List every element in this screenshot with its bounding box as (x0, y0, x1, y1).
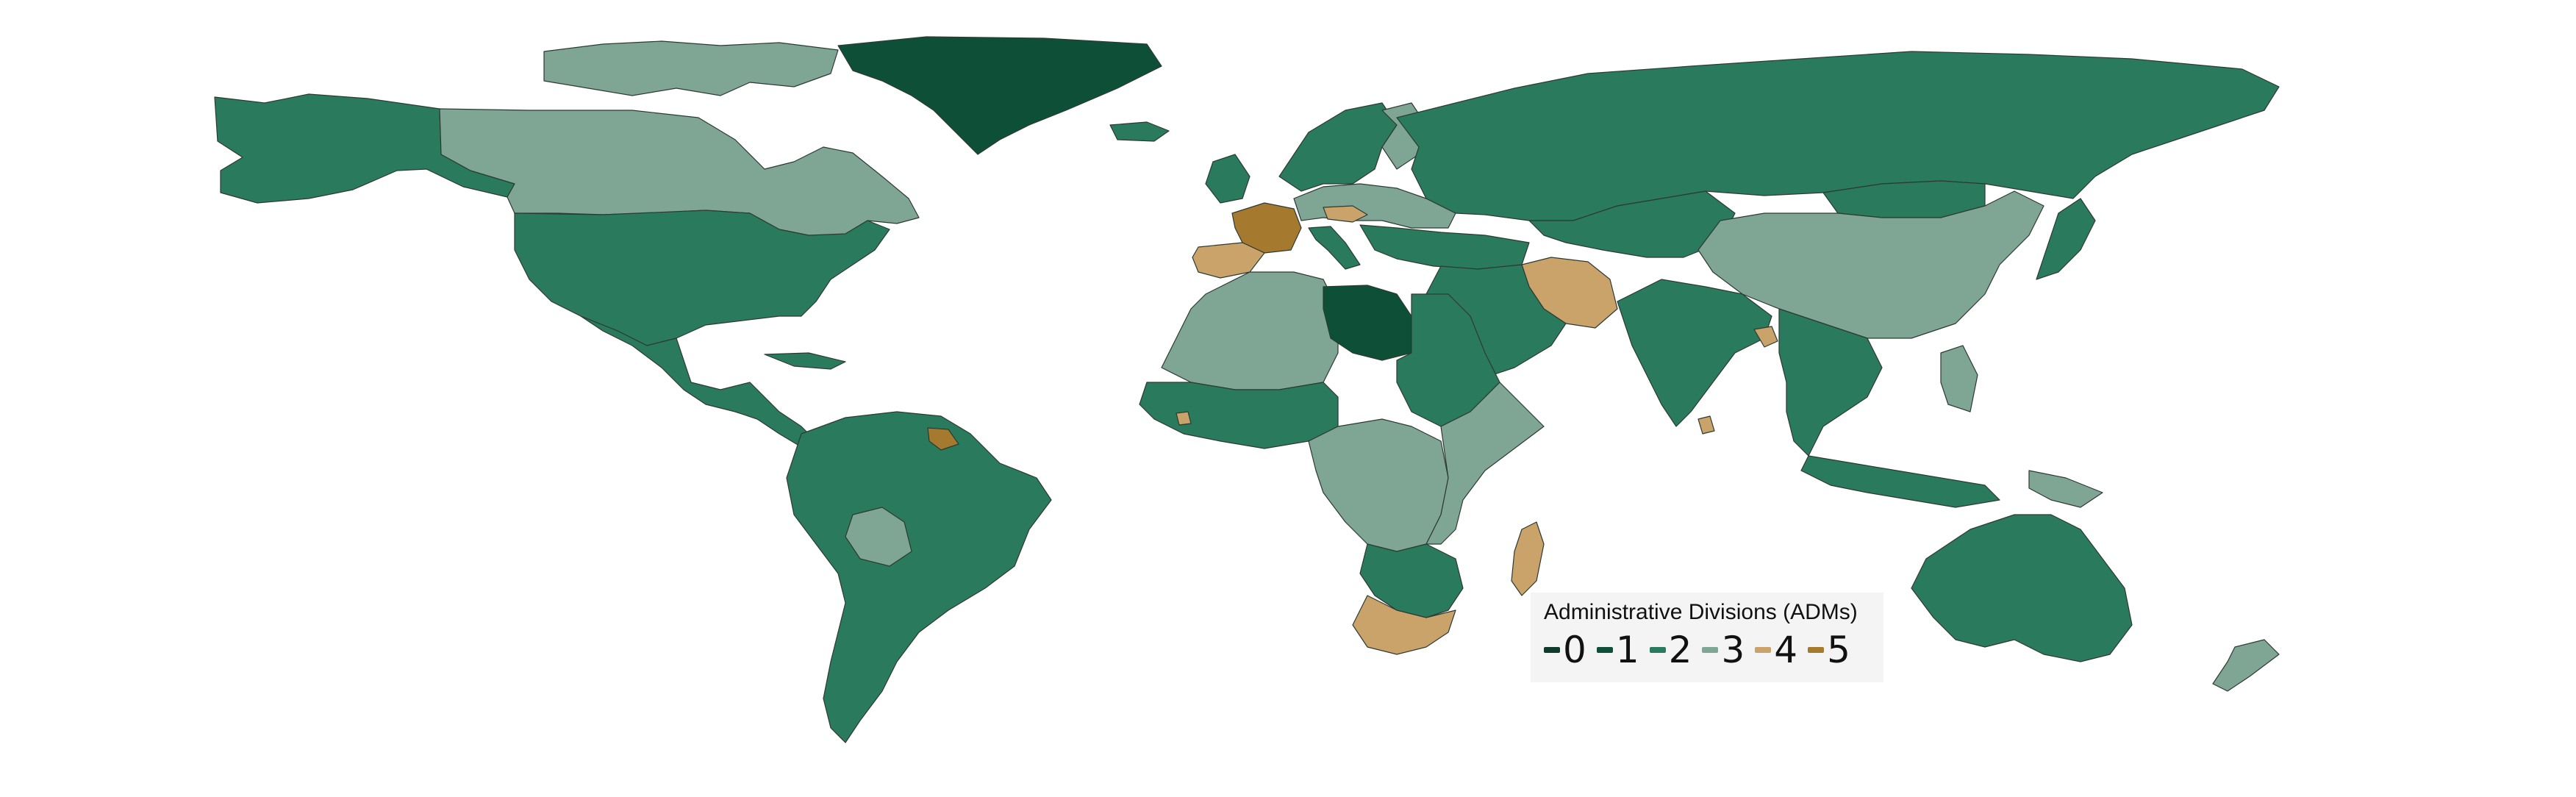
region-france (1231, 202, 1302, 254)
region-united-kingdom (1205, 154, 1251, 204)
legend-label: 3 (1721, 629, 1745, 671)
region-italy (1308, 226, 1361, 270)
legend-swatch (1649, 647, 1666, 653)
legend-swatch (1596, 647, 1613, 653)
legend-swatch (1808, 647, 1825, 653)
legend-swatch (1755, 647, 1772, 653)
region-australia (1911, 514, 2133, 662)
region-philippines (1940, 345, 1978, 412)
legend-label: 5 (1827, 629, 1850, 671)
region-bangladesh (1753, 326, 1778, 348)
region-sri-lanka (1697, 415, 1715, 435)
region-iceland (1109, 121, 1170, 142)
region-india (1617, 279, 1772, 427)
legend-title: Administrative Divisions (ADMs) (1544, 600, 1858, 624)
region-southeast-asia (1778, 308, 1883, 457)
legend-swatch (1702, 647, 1719, 653)
region-scandinavia (1278, 102, 1398, 192)
region-north-africa-west (1161, 271, 1339, 390)
region-canadian-arctic-islands (543, 40, 839, 96)
region-indonesia (1800, 455, 2000, 508)
region-china (1697, 190, 2044, 339)
legend-label: 0 (1563, 629, 1586, 671)
region-sierra-leone (1176, 411, 1192, 426)
legend-item-3: 3 (1702, 628, 1745, 672)
legend-item-1: 1 (1596, 628, 1639, 672)
legend-item-4: 4 (1755, 628, 1797, 672)
region-bolivia (845, 507, 912, 567)
region-mexico-central-america (580, 315, 817, 448)
legend-item-5: 5 (1808, 628, 1850, 672)
region-west-africa (1139, 382, 1339, 449)
legend-label: 4 (1774, 629, 1798, 671)
region-balkans-turkey (1359, 224, 1530, 270)
region-southern-africa (1359, 543, 1464, 618)
legend-label: 1 (1615, 629, 1639, 671)
legend-swatch (1544, 647, 1560, 653)
region-greenland (837, 36, 1162, 155)
region-madagascar (1511, 521, 1545, 596)
region-new-zealand (2212, 639, 2280, 692)
region-libya (1323, 285, 1412, 361)
legend-item-0: 0 (1544, 628, 1586, 672)
region-papua-new-guinea (2028, 470, 2103, 508)
region-south-america (786, 411, 1052, 743)
region-iberia (1192, 242, 1265, 279)
region-hungary (1323, 205, 1368, 223)
region-russia (1396, 51, 2280, 221)
legend-item-2: 2 (1649, 628, 1692, 672)
region-south-africa (1352, 595, 1456, 655)
region-east-africa (1425, 382, 1545, 545)
region-suriname-french-guiana (927, 427, 959, 451)
region-central-africa (1308, 418, 1449, 552)
region-cuba (764, 352, 846, 370)
region-japan (2036, 198, 2096, 280)
legend-label: 2 (1668, 629, 1692, 671)
